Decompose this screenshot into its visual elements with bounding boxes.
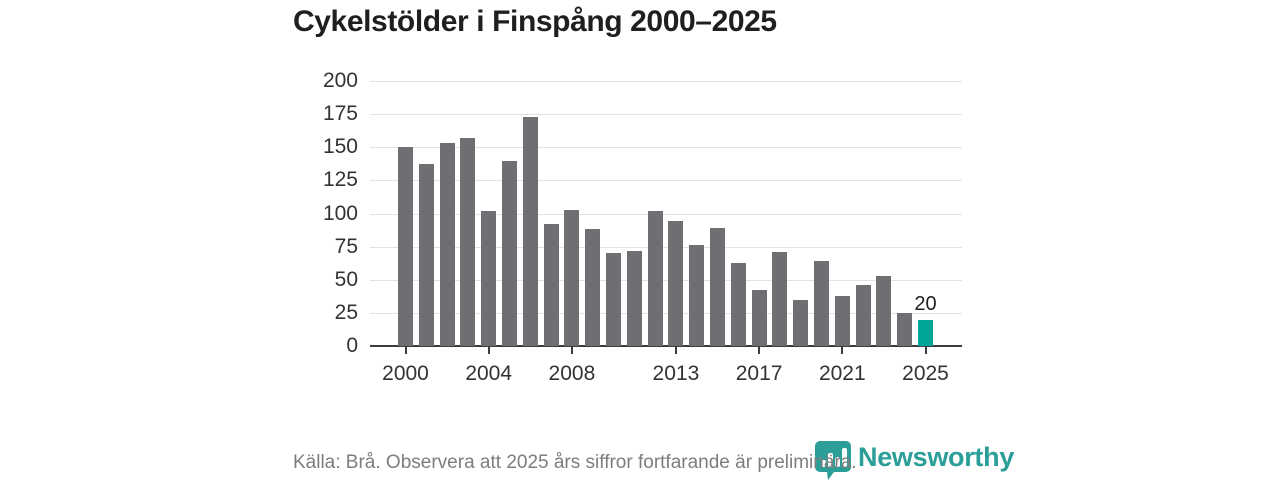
bar-2017 [751, 290, 767, 346]
bar-2010 [606, 253, 621, 346]
gridline-50 [370, 279, 962, 281]
newsworthy-logo-text: Newsworthy [858, 441, 1015, 472]
bar-2002 [439, 143, 455, 346]
y-axis-label-150: 150 [322, 135, 358, 159]
gridline-150 [370, 147, 962, 149]
value-label-2025: 20 [914, 292, 937, 315]
x-axis-label-2004: 2004 [465, 362, 513, 385]
bar-2018 [772, 251, 788, 346]
bar-2006 [522, 116, 538, 346]
x-axis-line [370, 345, 962, 347]
x-axis-tick-2025 [924, 347, 927, 354]
newsworthy-speech-bubble-bar-chart-icon [815, 441, 851, 480]
gridline-125 [370, 180, 962, 182]
bar-2008 [564, 209, 580, 346]
x-axis-tick-2017 [758, 347, 761, 354]
bar-2014 [689, 245, 705, 346]
x-axis-tick-2004 [487, 347, 490, 354]
x-axis-label-2025: 2025 [902, 362, 949, 385]
y-axis-label-175: 175 [322, 102, 358, 126]
bar-2015 [710, 228, 725, 346]
bar-2003 [460, 137, 476, 346]
y-axis-label-50: 50 [334, 267, 358, 291]
page-title: Cykelstölder i Finspång 2000–2025 [293, 5, 777, 38]
bar-2004 [481, 210, 497, 346]
bar-2025 [918, 319, 933, 346]
x-axis-tick-2000 [404, 347, 407, 354]
bar-2001 [418, 164, 434, 346]
bar-2000 [398, 147, 413, 346]
source-note: Källa: Brå. Observera att 2025 års siffr… [293, 452, 857, 473]
bar-2007 [543, 224, 559, 346]
x-axis-label-2017: 2017 [735, 362, 783, 385]
gridline-100 [370, 213, 962, 215]
y-axis-label-25: 25 [334, 300, 358, 324]
y-axis-label-75: 75 [334, 234, 358, 258]
gridline-200 [370, 81, 962, 82]
y-axis-label-125: 125 [322, 168, 358, 192]
bar-2011 [626, 250, 642, 346]
bar-2020 [814, 261, 829, 346]
bar-2012 [647, 210, 663, 346]
newsworthy-logo: Newsworthy [814, 440, 1014, 480]
bar-2023 [876, 275, 892, 346]
x-axis-label-2013: 2013 [652, 362, 700, 385]
x-axis-label-2008: 2008 [548, 362, 596, 385]
gridline-75 [370, 246, 962, 248]
x-axis-tick-2013 [674, 347, 677, 354]
x-axis-label-2000: 2000 [382, 362, 429, 385]
x-axis-tick-2008 [570, 347, 573, 354]
bar-2009 [585, 229, 601, 346]
bar-2019 [793, 299, 809, 346]
x-axis-tick-2021 [841, 347, 844, 354]
bar-2022 [855, 285, 871, 346]
x-axis-label-2021: 2021 [818, 362, 866, 385]
y-axis-label-100: 100 [322, 201, 358, 225]
bar-2013 [668, 221, 684, 346]
bar-2005 [502, 160, 517, 346]
bar-2021 [834, 295, 850, 346]
bar-2024 [897, 312, 913, 346]
y-axis-label-0: 0 [346, 334, 358, 357]
gridline-175 [370, 114, 962, 116]
gridline-25 [370, 312, 962, 314]
bar-2016 [730, 262, 746, 346]
y-axis-label-200: 200 [322, 69, 358, 92]
